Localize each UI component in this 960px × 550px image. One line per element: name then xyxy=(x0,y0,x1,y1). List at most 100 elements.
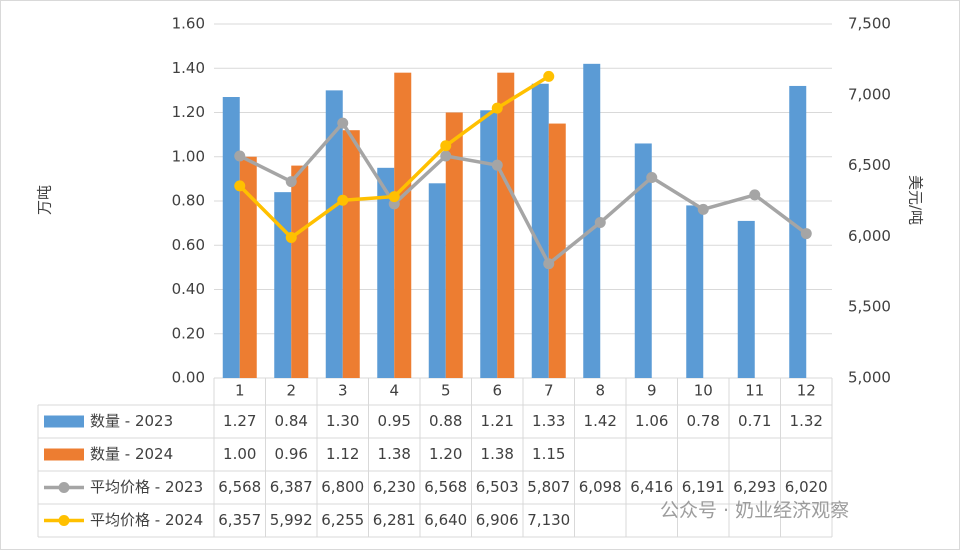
x-tick-label: 4 xyxy=(389,382,399,400)
bar xyxy=(583,63,601,378)
x-tick-label: 1 xyxy=(235,382,245,400)
y-tick-label: 1.20 xyxy=(172,103,205,121)
line-marker xyxy=(491,102,503,114)
bar xyxy=(497,72,515,379)
table-value: 6,191 xyxy=(682,478,725,496)
bar xyxy=(445,112,463,378)
line-marker xyxy=(388,191,400,203)
table-value: 6,387 xyxy=(270,478,313,496)
y-tick-label: 0.60 xyxy=(172,236,205,254)
line-marker xyxy=(234,180,246,192)
y2-tick-label: 7,000 xyxy=(848,85,891,103)
bar xyxy=(377,167,395,378)
legend-marker xyxy=(58,482,70,493)
table-value: 0.78 xyxy=(687,412,720,430)
x-tick-label: 6 xyxy=(492,382,502,400)
table-value: 1.42 xyxy=(584,412,617,430)
line-marker xyxy=(543,70,555,82)
x-tick-label: 8 xyxy=(595,382,605,400)
bar xyxy=(428,183,446,378)
y2-tick-label: 6,500 xyxy=(848,156,891,174)
bar xyxy=(531,83,549,379)
line-marker xyxy=(440,150,452,162)
y-tick-label: 0.00 xyxy=(172,369,205,387)
y2-tick-label: 6,000 xyxy=(848,227,891,245)
bar xyxy=(789,85,807,378)
bar xyxy=(634,143,652,378)
line-marker xyxy=(337,117,349,129)
table-value: 6,640 xyxy=(424,511,467,529)
table-value: 6,568 xyxy=(218,478,261,496)
line-marker xyxy=(697,203,709,215)
line-marker xyxy=(491,159,503,171)
table-value: 6,020 xyxy=(785,478,828,496)
table-value: 6,230 xyxy=(373,478,416,496)
table-value: 6,800 xyxy=(321,478,364,496)
y2-axis-label: 美元/吨 xyxy=(907,175,925,225)
y-axis-label: 万吨 xyxy=(36,185,54,215)
y2-tick-label: 5,500 xyxy=(848,298,891,316)
y2-tick-label: 5,000 xyxy=(848,369,891,387)
table-value: 0.95 xyxy=(378,412,411,430)
bar xyxy=(325,90,343,378)
watermark: 公众号 · 奶业经济观察 xyxy=(660,500,849,522)
line-marker xyxy=(543,258,555,270)
table-value: 6,357 xyxy=(218,511,261,529)
table-value: 0.71 xyxy=(738,412,771,430)
x-tick-label: 12 xyxy=(797,382,816,400)
table-value: 1.00 xyxy=(223,445,256,463)
table-value: 6,906 xyxy=(476,511,519,529)
x-tick-label: 10 xyxy=(694,382,713,400)
bar xyxy=(480,110,498,378)
line-marker xyxy=(646,171,658,183)
table-value: 1.06 xyxy=(635,412,668,430)
table-value: 6,293 xyxy=(733,478,776,496)
line-marker xyxy=(285,176,297,188)
table-value: 7,130 xyxy=(527,511,570,529)
x-tick-label: 7 xyxy=(544,382,554,400)
bar xyxy=(548,123,566,378)
legend-swatch xyxy=(44,448,84,461)
table-value: 6,568 xyxy=(424,478,467,496)
x-tick-label: 11 xyxy=(745,382,764,400)
line-marker xyxy=(440,140,452,152)
bar xyxy=(737,220,755,378)
legend-label: 平均价格 - 2023 xyxy=(90,478,203,496)
bar xyxy=(394,72,412,379)
y-tick-label: 0.80 xyxy=(172,192,205,210)
y-tick-label: 1.60 xyxy=(172,15,205,33)
table-value: 5,807 xyxy=(527,478,570,496)
legend-label: 平均价格 - 2024 xyxy=(90,511,203,529)
bar xyxy=(686,205,704,378)
table-value: 6,281 xyxy=(373,511,416,529)
table-value: 6,098 xyxy=(579,478,622,496)
line xyxy=(238,121,808,266)
line-marker xyxy=(800,228,812,240)
line-marker xyxy=(749,189,761,201)
table-value: 0.96 xyxy=(275,445,308,463)
x-tick-label: 5 xyxy=(441,382,451,400)
table-value: 1.21 xyxy=(481,412,514,430)
bar xyxy=(342,130,360,378)
legend-marker xyxy=(58,515,70,526)
y2-tick-label: 7,500 xyxy=(848,15,891,33)
table-value: 6,255 xyxy=(321,511,364,529)
table-value: 1.20 xyxy=(429,445,462,463)
table-value: 1.27 xyxy=(223,412,256,430)
legend-label: 数量 - 2024 xyxy=(90,445,173,463)
legend-label: 数量 - 2023 xyxy=(90,412,173,430)
table-value: 0.88 xyxy=(429,412,462,430)
line-marker xyxy=(594,217,606,229)
y-tick-label: 1.00 xyxy=(172,147,205,165)
table-value: 6,503 xyxy=(476,478,519,496)
table-value: 1.38 xyxy=(378,445,411,463)
x-tick-label: 2 xyxy=(286,382,296,400)
x-tick-label: 3 xyxy=(338,382,348,400)
line-marker xyxy=(285,232,297,244)
table-value: 1.30 xyxy=(326,412,359,430)
table-value: 6,416 xyxy=(630,478,673,496)
y-tick-label: 1.40 xyxy=(172,59,205,77)
line-marker xyxy=(234,150,246,162)
bar xyxy=(274,192,292,378)
